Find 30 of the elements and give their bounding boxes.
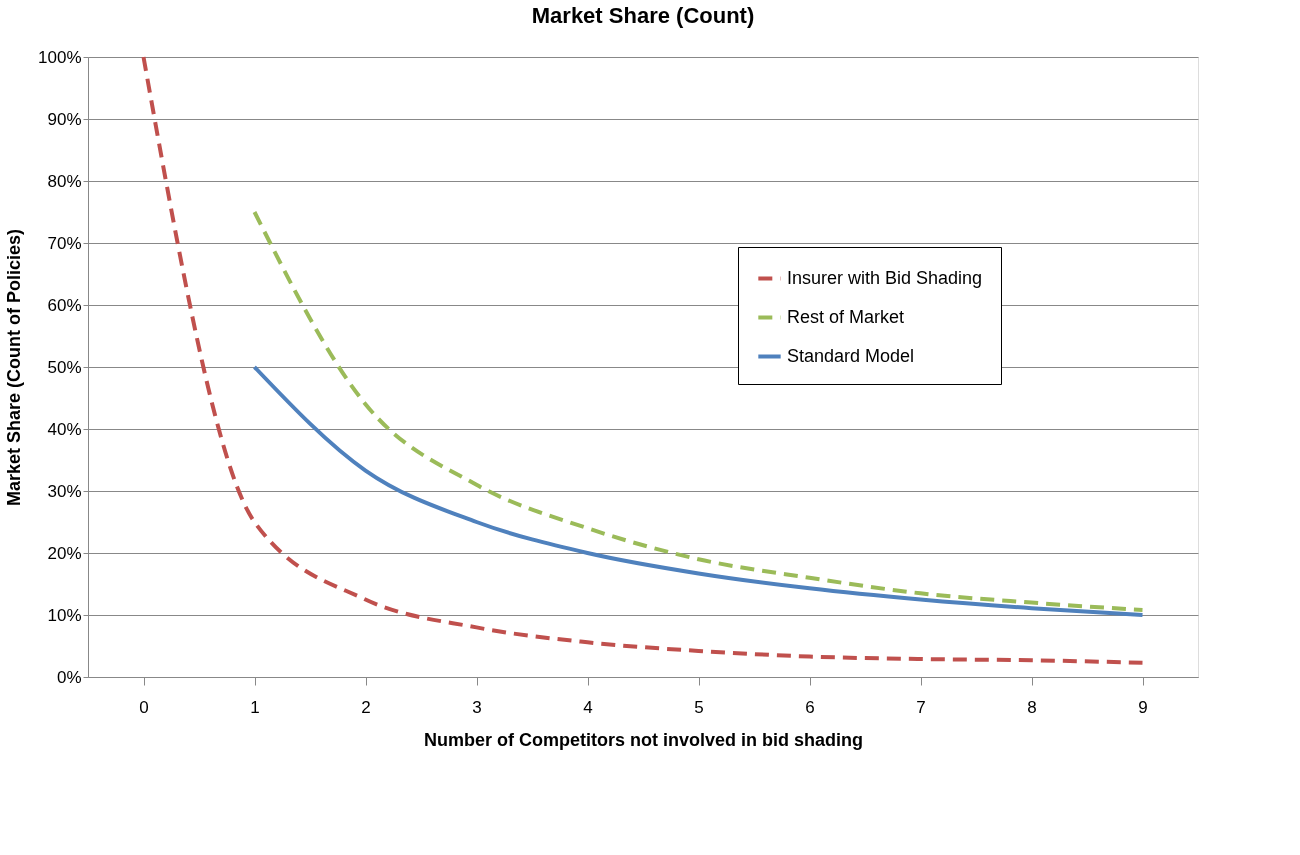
x-tick-label: 2 bbox=[361, 697, 371, 717]
x-tick-label: 3 bbox=[472, 697, 482, 717]
y-tick-label: 30% bbox=[47, 481, 82, 501]
x-tick-label: 7 bbox=[916, 697, 926, 717]
legend-label: Rest of Market bbox=[787, 306, 905, 327]
y-tick-label: 50% bbox=[47, 357, 82, 377]
y-tick-label: 90% bbox=[47, 109, 82, 129]
x-tick-label: 4 bbox=[583, 697, 593, 717]
x-tick-label: 1 bbox=[250, 697, 260, 717]
x-tick-label: 6 bbox=[805, 697, 815, 717]
legend-label: Insurer with Bid Shading bbox=[787, 267, 983, 288]
y-tick-label: 10% bbox=[47, 605, 82, 625]
y-tick-label: 0% bbox=[56, 667, 82, 687]
y-tick-label: 40% bbox=[47, 419, 82, 439]
line-series bbox=[141, 55, 1145, 665]
line-series bbox=[252, 210, 1145, 613]
y-tick-label: 70% bbox=[47, 233, 82, 253]
x-tick-label: 9 bbox=[1138, 697, 1148, 717]
y-tick-label: 100% bbox=[38, 47, 82, 67]
x-tick-label: 8 bbox=[1027, 697, 1037, 717]
x-tick-label: 0 bbox=[139, 697, 149, 717]
x-axis-title: Number of Competitors not involved in bid shading bbox=[423, 729, 864, 750]
legend-label: Standard Model bbox=[787, 345, 915, 366]
chart-title: Market Share (Count) bbox=[531, 3, 755, 28]
y-axis-title: Market Share (Count of Policies) bbox=[4, 228, 25, 507]
line-series bbox=[252, 365, 1145, 617]
y-tick-label: 20% bbox=[47, 543, 82, 563]
x-tick-label: 5 bbox=[694, 697, 704, 717]
y-tick-label: 80% bbox=[47, 171, 82, 191]
y-tick-label: 60% bbox=[47, 295, 82, 315]
